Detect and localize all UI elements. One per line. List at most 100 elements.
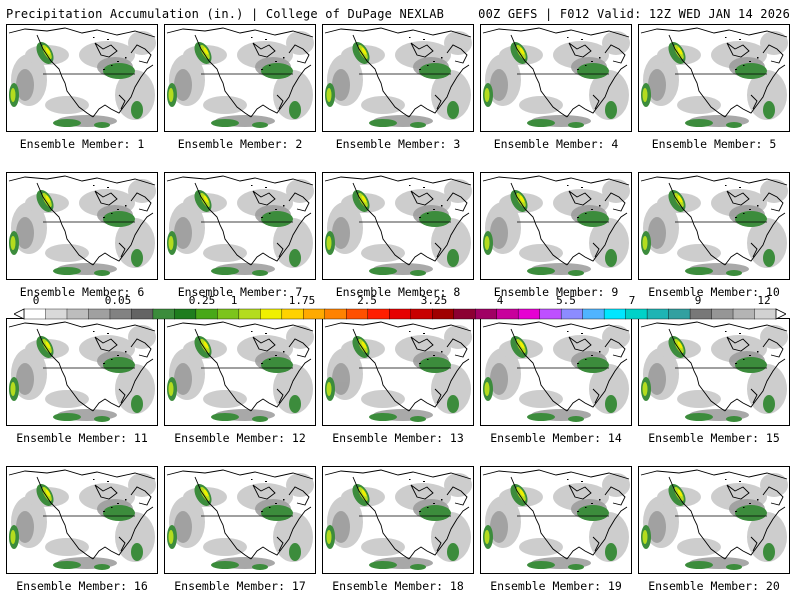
legend-right-arrow [775,308,786,320]
member-label: Ensemble Member: 15 [648,431,780,445]
precip-map [480,318,632,426]
ensemble-member-panel: Ensemble Member: 6 [6,172,158,299]
precip-map [322,318,474,426]
ensemble-member-panel: Ensemble Member: 12 [164,318,316,445]
ensemble-member-panel: Ensemble Member: 18 [322,466,474,593]
ensemble-member-panel: Ensemble Member: 11 [6,318,158,445]
member-label: Ensemble Member: 10 [648,285,780,299]
member-label: Ensemble Member: 7 [177,285,303,299]
legend-tick-label: 1 [230,294,238,307]
precip-map [638,172,790,280]
legend-swatch [410,308,433,320]
member-label: Ensemble Member: 13 [332,431,464,445]
ensemble-member-panel: Ensemble Member: 9 [480,172,632,299]
member-label: Ensemble Member: 9 [493,285,619,299]
legend-swatch [732,308,756,320]
member-label: Ensemble Member: 3 [335,137,461,151]
legend-tick-label: 7 [628,294,636,307]
ensemble-member-panel: Ensemble Member: 16 [6,466,158,593]
legend-swatch [389,308,412,320]
legend-swatch [324,308,347,320]
precip-map [164,466,316,574]
member-label: Ensemble Member: 2 [177,137,303,151]
legend-tick-label: 2.5 [357,294,377,307]
legend-swatch [367,308,390,320]
legend-swatch [711,308,734,320]
ensemble-member-panel: Ensemble Member: 8 [322,172,474,299]
legend-swatch [560,308,584,320]
member-label: Ensemble Member: 18 [332,579,464,593]
ensemble-member-panel: Ensemble Member: 14 [480,318,632,445]
member-label: Ensemble Member: 8 [335,285,461,299]
precip-map [164,318,316,426]
precip-map [638,318,790,426]
legend-tick-label: 12 [757,294,771,307]
page-title: Precipitation Accumulation (in.) | Colle… [6,7,445,21]
legend-tick-label: 3.25 [420,294,448,307]
precip-map [480,172,632,280]
legend-swatch [646,308,670,320]
ensemble-member-panel: Ensemble Member: 1 [6,24,158,151]
legend-swatch [689,308,713,320]
legend-left-arrow [14,308,25,320]
ensemble-member-panel: Ensemble Member: 10 [638,172,790,299]
legend-swatch [539,308,562,320]
legend-swatch [517,308,541,320]
legend-tick-label: 1.75 [288,294,316,307]
precip-map [638,24,790,132]
ensemble-member-panel: Ensemble Member: 15 [638,318,790,445]
precip-map [6,318,158,426]
precip-map [322,172,474,280]
precip-map [164,24,316,132]
member-label: Ensemble Member: 14 [490,431,622,445]
precip-map [322,24,474,132]
member-label: Ensemble Member: 5 [651,137,777,151]
member-label: Ensemble Member: 20 [648,579,780,593]
precip-map [480,466,632,574]
legend-tick-label: 5.5 [556,294,576,307]
ensemble-member-panel: Ensemble Member: 5 [638,24,790,151]
ensemble-member-panel: Ensemble Member: 19 [480,466,632,593]
member-label: Ensemble Member: 16 [16,579,148,593]
legend-swatch [152,308,175,320]
legend-swatch [66,308,89,320]
legend-swatch [496,308,519,320]
precip-map [480,24,632,132]
run-valid-time: 00Z GEFS | F012 Valid: 12Z WED JAN 14 20… [478,7,790,21]
legend-swatch [754,308,777,320]
legend-swatch [109,308,132,320]
legend-swatch [217,308,240,320]
legend-swatch [453,308,476,320]
ensemble-member-panel: Ensemble Member: 4 [480,24,632,151]
member-label: Ensemble Member: 19 [490,579,622,593]
legend-swatch [625,308,648,320]
legend-swatch [432,308,455,320]
legend-tick-label: 0 [32,294,40,307]
ensemble-member-panel: Ensemble Member: 20 [638,466,790,593]
legend-swatch [45,308,68,320]
precip-color-legend: 0 0.05 0.25 1 1.75 2.5 3.25 4 5.5 7 9 12 [14,294,786,322]
member-label: Ensemble Member: 4 [493,137,619,151]
ensemble-member-panel: Ensemble Member: 7 [164,172,316,299]
ensemble-member-panel: Ensemble Member: 2 [164,24,316,151]
legend-color-bar [14,308,786,320]
member-label: Ensemble Member: 1 [19,137,145,151]
precip-map [322,466,474,574]
legend-tick-label: 9 [694,294,702,307]
precip-map [6,172,158,280]
legend-swatch [603,308,627,320]
member-label: Ensemble Member: 6 [19,285,145,299]
ensemble-member-panel: Ensemble Member: 17 [164,466,316,593]
legend-swatch [260,308,283,320]
member-label: Ensemble Member: 12 [174,431,306,445]
legend-swatch [88,308,111,320]
legend-swatch [174,308,197,320]
precip-map [638,466,790,574]
legend-swatch [238,308,261,320]
legend-swatch [475,308,498,320]
precip-map [6,24,158,132]
legend-tick-label: 0.25 [188,294,216,307]
member-label: Ensemble Member: 11 [16,431,148,445]
ensemble-member-panel: Ensemble Member: 13 [322,318,474,445]
legend-swatch [582,308,605,320]
